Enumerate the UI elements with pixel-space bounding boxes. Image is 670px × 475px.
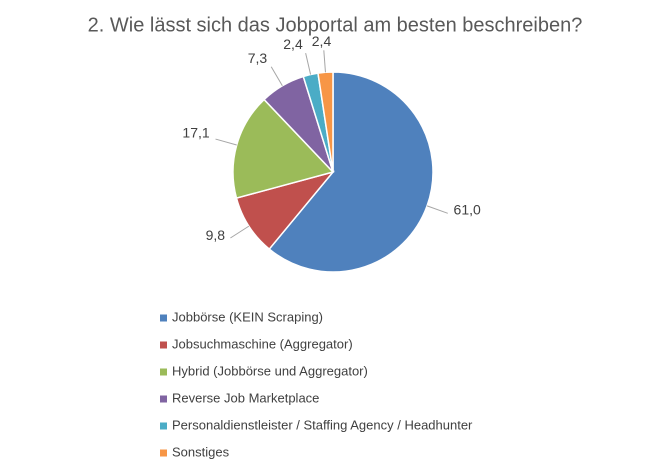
legend-label: Jobbörse (KEIN Scraping) [172, 309, 323, 324]
data-label: 2,4 [312, 33, 332, 49]
data-label: 61,0 [454, 201, 481, 217]
leader-line [305, 52, 312, 75]
legend-swatch [160, 368, 167, 376]
leader-line [215, 138, 237, 146]
leader-line [426, 205, 448, 214]
leader-line [230, 225, 250, 239]
legend-label: Reverse Job Marketplace [172, 390, 319, 405]
chart-title: 2. Wie lässt sich das Jobportal am beste… [88, 14, 583, 36]
legend-swatch [160, 449, 167, 457]
pie-slice [232, 98, 335, 200]
data-label: 17,1 [182, 125, 209, 141]
legend-swatch [160, 395, 167, 403]
data-label: 2,4 [283, 36, 303, 52]
legend-swatch [160, 422, 167, 430]
legend-swatch [160, 314, 167, 322]
legend-label: Jobsuchmaschine (Aggregator) [172, 336, 353, 351]
leader-line [323, 50, 326, 73]
data-label: 7,3 [248, 50, 268, 66]
leader-line [270, 66, 283, 87]
legend-label: Hybrid (Jobbörse und Aggregator) [172, 363, 368, 378]
legend-swatch [160, 341, 167, 349]
legend-label: Personaldienstleister / Staffing Agency … [172, 417, 473, 432]
data-label: 9,8 [206, 227, 226, 243]
legend-label: Sonstiges [172, 444, 230, 459]
